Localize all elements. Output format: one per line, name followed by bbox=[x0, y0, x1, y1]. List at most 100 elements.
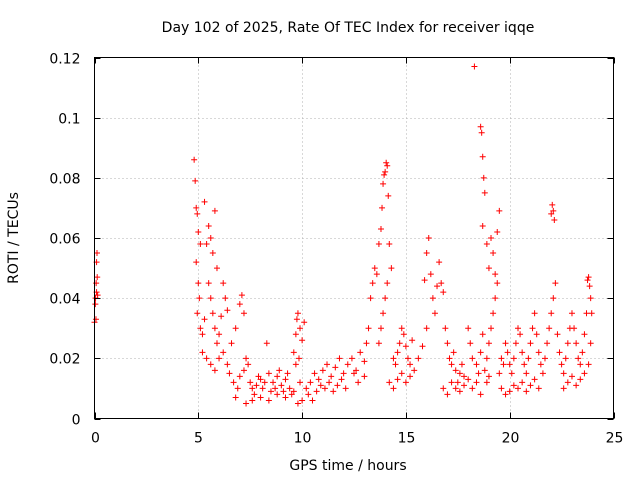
data-point bbox=[477, 391, 484, 398]
data-point bbox=[523, 388, 530, 395]
data-point bbox=[577, 376, 584, 383]
data-point bbox=[527, 382, 534, 389]
data-point bbox=[274, 391, 281, 398]
data-point bbox=[498, 355, 505, 362]
data-point bbox=[385, 192, 392, 199]
data-point bbox=[380, 180, 387, 187]
data-point bbox=[419, 343, 426, 350]
data-point bbox=[584, 277, 591, 284]
data-point bbox=[386, 379, 393, 386]
data-point bbox=[375, 340, 382, 347]
data-point bbox=[196, 295, 203, 302]
data-point bbox=[201, 198, 208, 205]
data-point bbox=[236, 301, 243, 308]
data-point bbox=[404, 355, 411, 362]
data-point bbox=[92, 316, 99, 323]
x-tick-label: 0 bbox=[91, 431, 100, 447]
data-point bbox=[585, 361, 592, 368]
data-point bbox=[444, 391, 451, 398]
data-point bbox=[261, 379, 268, 386]
data-point bbox=[295, 355, 302, 362]
data-point bbox=[427, 271, 434, 278]
data-point bbox=[498, 385, 505, 392]
data-point bbox=[477, 123, 484, 130]
data-point bbox=[510, 382, 517, 389]
data-point bbox=[556, 349, 563, 356]
data-point bbox=[512, 340, 519, 347]
data-point bbox=[257, 394, 264, 401]
data-point bbox=[94, 292, 101, 299]
data-point bbox=[521, 361, 528, 368]
data-point bbox=[452, 385, 459, 392]
data-point bbox=[213, 265, 220, 272]
data-point bbox=[579, 349, 586, 356]
data-point bbox=[265, 397, 272, 404]
data-point bbox=[315, 376, 322, 383]
data-point bbox=[272, 385, 279, 392]
data-point bbox=[494, 228, 501, 235]
data-point bbox=[361, 358, 368, 365]
data-point bbox=[448, 361, 455, 368]
data-point bbox=[278, 382, 285, 389]
data-point bbox=[477, 349, 484, 356]
data-point bbox=[232, 325, 239, 332]
data-point bbox=[402, 379, 409, 386]
data-point bbox=[588, 310, 595, 317]
data-point bbox=[429, 295, 436, 302]
data-point bbox=[199, 331, 206, 338]
data-point bbox=[488, 235, 495, 241]
data-point bbox=[193, 204, 200, 211]
data-point bbox=[407, 361, 414, 368]
data-point bbox=[317, 382, 324, 389]
data-point bbox=[194, 210, 201, 217]
data-point bbox=[434, 283, 441, 290]
data-point bbox=[384, 162, 391, 169]
data-point bbox=[373, 271, 380, 278]
data-point bbox=[342, 385, 349, 392]
data-point bbox=[332, 364, 339, 371]
data-point bbox=[560, 370, 567, 377]
data-point bbox=[299, 397, 306, 404]
data-point bbox=[240, 310, 247, 317]
data-point bbox=[282, 376, 289, 383]
x-axis-label: GPS time / hours bbox=[289, 458, 406, 474]
data-point bbox=[400, 331, 407, 338]
data-point bbox=[313, 388, 320, 395]
data-point bbox=[541, 355, 548, 362]
data-point bbox=[390, 355, 397, 362]
data-point bbox=[479, 222, 486, 229]
data-point bbox=[218, 313, 225, 320]
data-point bbox=[201, 316, 208, 323]
data-point bbox=[456, 388, 463, 395]
data-point bbox=[508, 370, 515, 377]
data-point bbox=[473, 361, 480, 368]
data-point bbox=[469, 355, 476, 362]
data-point bbox=[249, 397, 256, 404]
data-point bbox=[515, 325, 522, 332]
y-tick-label: 0.02 bbox=[49, 352, 80, 368]
data-point bbox=[249, 385, 256, 392]
data-point bbox=[436, 259, 443, 266]
data-point bbox=[490, 250, 497, 257]
data-point bbox=[344, 361, 351, 368]
data-point bbox=[94, 274, 101, 281]
data-point bbox=[192, 177, 199, 184]
data-point bbox=[274, 373, 281, 380]
data-point bbox=[502, 391, 509, 398]
data-point bbox=[398, 325, 405, 332]
data-point bbox=[330, 388, 337, 395]
data-point bbox=[550, 295, 557, 302]
data-point bbox=[199, 349, 206, 356]
data-point bbox=[92, 301, 99, 308]
x-tick-label: 15 bbox=[398, 431, 416, 447]
data-point bbox=[409, 337, 416, 344]
data-point bbox=[506, 361, 513, 368]
data-point bbox=[529, 325, 536, 332]
data-point bbox=[564, 379, 571, 386]
data-point bbox=[550, 207, 557, 214]
data-point bbox=[220, 349, 227, 356]
data-point bbox=[461, 373, 468, 380]
data-point bbox=[531, 376, 538, 383]
data-point bbox=[471, 63, 478, 70]
data-point bbox=[494, 280, 501, 287]
